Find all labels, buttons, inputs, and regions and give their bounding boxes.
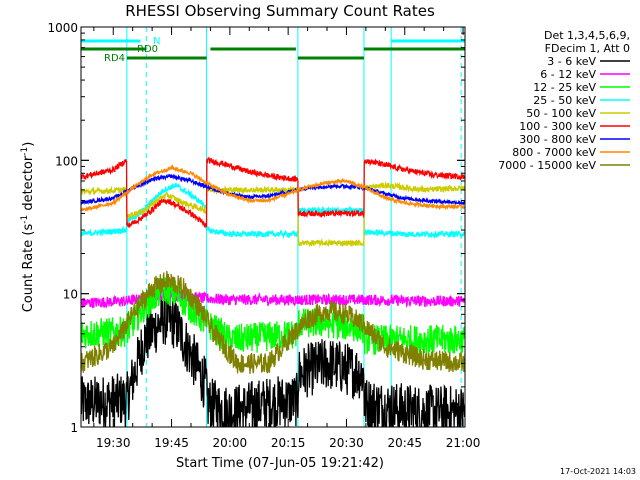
x-tick-label: 20:45 [387,436,422,450]
legend-header-2: FDecim 1, Att 0 [545,42,630,55]
series-layer [81,156,465,427]
legend-entry-label: 6 - 12 keV [540,68,596,81]
y-axis-label-mid: detector [21,155,36,215]
legend-header-1: Det 1,3,4,5,6,9, [544,29,630,42]
x-tick-label: 20:30 [329,436,364,450]
x-tick-label: 20:00 [213,436,248,450]
legend-entry-label: 7000 - 15000 keV [498,159,596,172]
x-tick-label: 19:30 [96,436,131,450]
x-tick-label: 19:45 [154,436,189,450]
series-line-8 [81,163,465,212]
flag-label-rd0: RD0 [137,44,158,55]
flag-label-n: N [153,36,160,47]
plot-area [81,27,465,427]
y-tick-label: 100 [55,154,78,168]
legend-entry-label: 50 - 100 keV [526,107,596,120]
y-axis-label: Count Rate (s-1 detector-1) [20,142,36,313]
y-axis-ticks: 1 10 100 1000 [47,21,465,435]
y-tick-label: 1000 [47,21,78,35]
flag-label-rd4: RD4 [104,53,125,64]
y-axis-label-sup1: -1 [20,215,30,224]
legend-entry-label: 25 - 50 keV [533,94,596,107]
chart-title: RHESSI Observing Summary Count Rates [125,2,435,20]
series-line-1 [81,293,465,427]
legend-entry-label: 800 - 7000 keV [512,146,596,159]
x-axis-label: Start Time (07-Jun-05 19:21:42) [176,456,384,471]
legend-entry-label: 300 - 800 keV [519,133,596,146]
legend: Det 1,3,4,5,6,9, FDecim 1, Att 0 3 - 6 k… [498,29,630,172]
series-line-6 [81,156,465,229]
y-axis-label-sup2: -1 [20,147,30,156]
y-axis-label-end: ) [21,142,36,147]
series-line-7 [81,173,465,207]
legend-entry-label: 100 - 300 keV [519,120,596,133]
plot-frame [80,26,466,428]
y-tick-label: 10 [63,288,78,302]
legend-entry-label: 3 - 6 keV [547,55,596,68]
flag-bars [81,39,465,60]
series-line-5 [81,180,465,248]
x-tick-label: 21:00 [446,436,481,450]
x-axis-ticks: 19:30 19:45 20:00 20:15 20:30 20:45 21:00 [93,27,481,450]
series-line-9 [81,270,465,374]
y-tick-label: 1 [70,421,78,435]
x-tick-label: 20:15 [271,436,306,450]
y-axis-label-main: Count Rate (s [21,224,36,313]
timestamp: 17-Oct-2021 14:03 [560,467,636,476]
legend-entry-label: 12 - 25 keV [533,81,596,94]
